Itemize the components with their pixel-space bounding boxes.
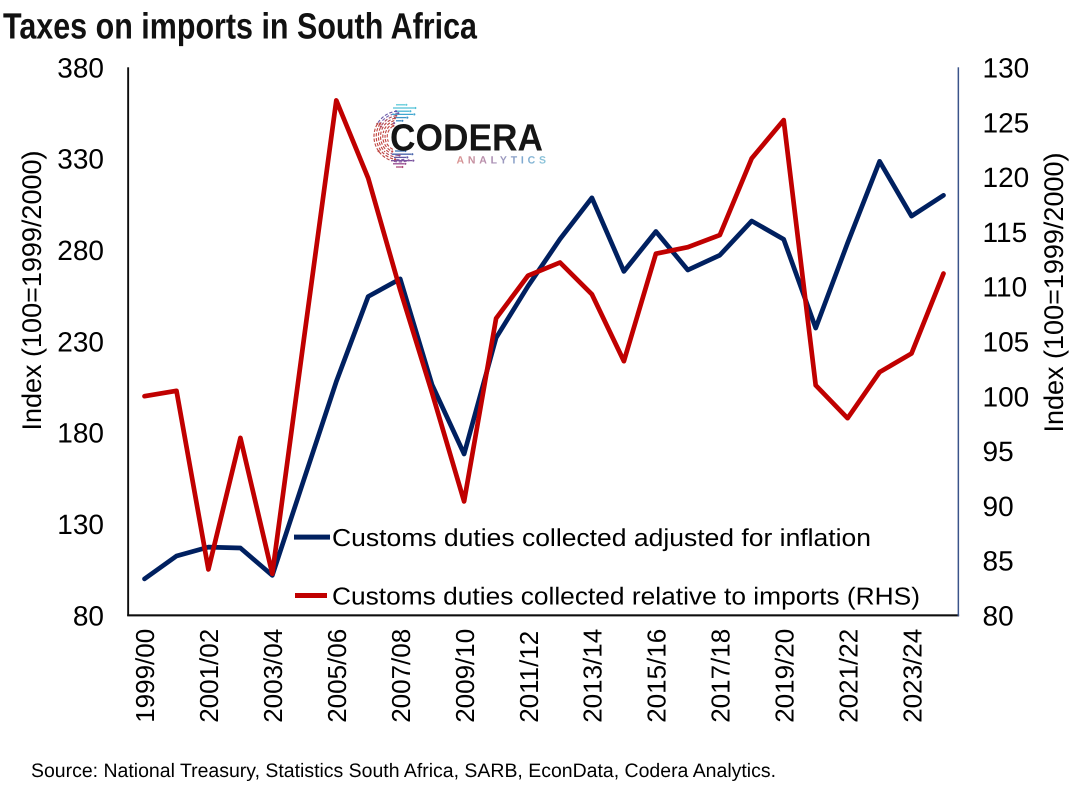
svg-text:130: 130 <box>983 52 1030 83</box>
svg-text:180: 180 <box>57 418 104 449</box>
svg-text:2013/14: 2013/14 <box>578 629 608 723</box>
svg-text:1999/00: 1999/00 <box>130 629 160 723</box>
svg-text:90: 90 <box>983 491 1014 522</box>
svg-text:2011/12: 2011/12 <box>514 631 544 723</box>
svg-text:80: 80 <box>73 600 104 631</box>
svg-text:Index (100=1999/2000): Index (100=1999/2000) <box>1039 153 1069 433</box>
svg-text:280: 280 <box>57 235 104 266</box>
svg-text:2017/18: 2017/18 <box>706 629 736 723</box>
svg-text:Taxes on imports in South Afri: Taxes on imports in South Africa <box>3 6 478 47</box>
svg-text:2005/06: 2005/06 <box>322 629 352 723</box>
svg-text:2015/16: 2015/16 <box>642 629 672 723</box>
svg-text:330: 330 <box>57 144 104 175</box>
svg-text:115: 115 <box>983 217 1028 248</box>
svg-text:2007/08: 2007/08 <box>386 629 416 723</box>
svg-text:CODERA: CODERA <box>390 118 543 160</box>
svg-text:100: 100 <box>983 381 1030 412</box>
svg-text:130: 130 <box>57 509 104 540</box>
svg-text:2023/24: 2023/24 <box>897 629 927 723</box>
svg-text:110: 110 <box>983 272 1028 303</box>
svg-text:95: 95 <box>983 436 1014 467</box>
svg-text:ANALYTICS: ANALYTICS <box>457 155 550 167</box>
svg-text:230: 230 <box>57 326 104 357</box>
svg-text:125: 125 <box>983 107 1030 138</box>
svg-text:2021/22: 2021/22 <box>833 629 863 723</box>
svg-text:Customs duties collected adjus: Customs duties collected adjusted for in… <box>332 525 871 552</box>
svg-text:85: 85 <box>983 546 1014 577</box>
svg-text:Source: National Treasury, Sta: Source: National Treasury, Statistics So… <box>31 760 776 782</box>
svg-text:2003/04: 2003/04 <box>258 629 288 723</box>
svg-text:2019/20: 2019/20 <box>770 629 800 723</box>
svg-text:2001/02: 2001/02 <box>194 629 224 723</box>
svg-text:380: 380 <box>57 52 104 83</box>
svg-text:120: 120 <box>983 162 1030 193</box>
svg-text:Customs duties collected relat: Customs duties collected relative to imp… <box>332 583 920 610</box>
svg-text:105: 105 <box>983 327 1030 358</box>
svg-text:2009/10: 2009/10 <box>450 629 480 723</box>
svg-text:Index (100=1999/2000): Index (100=1999/2000) <box>17 151 47 431</box>
svg-text:80: 80 <box>983 600 1014 631</box>
